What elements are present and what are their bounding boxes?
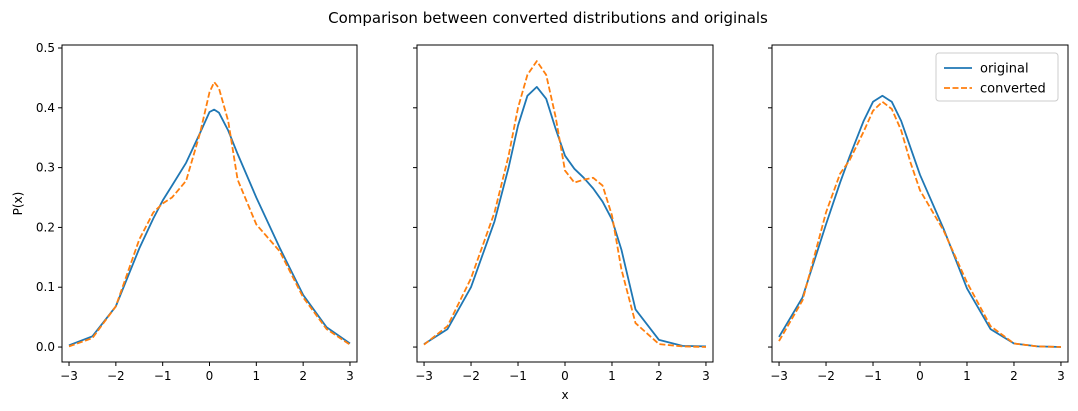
x-tick-label: −1 (509, 369, 527, 383)
y-tick-label: 0.0 (36, 340, 55, 354)
x-tick-label: 3 (702, 369, 710, 383)
axes-frame (416, 44, 714, 363)
x-tick-label: −3 (415, 369, 433, 383)
x-tick-label: 2 (655, 369, 663, 383)
series-line-original (68, 108, 351, 347)
x-tick-label: 0 (916, 369, 924, 383)
x-tick-label: 1 (963, 369, 971, 383)
subplot-1: −3 −2 −1 0 1 2 3 0.0 0.1 0.2 0.3 0.4 0.5 P(x) (11, 41, 358, 383)
x-tick-label: −1 (154, 369, 172, 383)
legend: original converted (935, 52, 1059, 102)
subplot-2: −3 −2 −1 0 1 2 3 x (413, 44, 714, 402)
x-tick-label: −3 (770, 369, 788, 383)
x-tick-label: 2 (1010, 369, 1018, 383)
series-line-converted (423, 60, 707, 348)
x-tick-label: 3 (346, 369, 354, 383)
legend-label-original: original (980, 62, 1029, 77)
x-tick-label: 3 (1057, 369, 1065, 383)
legend-label-converted: converted (980, 82, 1046, 97)
figure-title: Comparison between converted distributio… (328, 9, 768, 27)
series-line-original (423, 86, 707, 348)
y-tick-label: 0.5 (36, 41, 55, 55)
x-axis-label: x (561, 388, 568, 402)
x-tick-label: −3 (60, 369, 78, 383)
series-line-converted (68, 81, 351, 348)
x-tick-label: 0 (561, 369, 569, 383)
x-tick-label: 0 (206, 369, 214, 383)
x-tick-label: 2 (299, 369, 307, 383)
y-tick-label: 0.3 (36, 161, 55, 175)
series-line-original (778, 94, 1062, 348)
y-tick-label: 0.1 (36, 280, 55, 294)
x-tick-label: −1 (864, 369, 882, 383)
series-line-converted (778, 100, 1062, 348)
y-tick-label: 0.4 (36, 101, 55, 115)
legend-box (935, 52, 1059, 102)
x-tick-label: −2 (817, 369, 835, 383)
x-tick-label: 1 (608, 369, 616, 383)
x-tick-label: −2 (462, 369, 480, 383)
y-axis-label: P(x) (11, 192, 25, 216)
x-tick-label: 1 (253, 369, 261, 383)
x-tick-label: −2 (107, 369, 125, 383)
subplot-3: −3 −2 −1 0 1 2 3 original converted (768, 44, 1069, 383)
y-tick-label: 0.2 (36, 220, 55, 234)
